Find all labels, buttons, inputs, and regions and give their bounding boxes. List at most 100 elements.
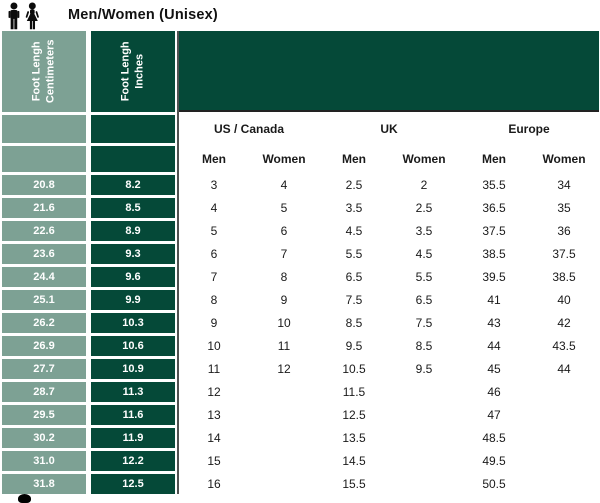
size-value-eu-women: 35 [557, 201, 571, 215]
size-conversion-table: Foot Lengh Centimeters Foot Lengh Inches… [2, 31, 599, 497]
table-row: 28.7 11.3 12 11.5 46 [2, 382, 598, 402]
table-row: 26.2 10.3 9 10 8.5 7.5 43 42 [2, 313, 598, 333]
size-value-eu-women [529, 428, 599, 448]
gender-header-uk-men: Men [342, 152, 366, 166]
size-value-eu-men: 45 [487, 362, 501, 376]
size-value-eu-women: 37.5 [552, 247, 576, 261]
gender-header-us-men: Men [202, 152, 226, 166]
cm-value-cell: 27.7 [2, 359, 86, 379]
size-value-eu-men: 38.5 [482, 247, 506, 261]
size-value-eu-women: 43.5 [552, 339, 576, 353]
size-value-uk-women: 4.5 [415, 247, 433, 261]
cm-value-cell: 26.9 [2, 336, 86, 356]
size-value-us-women: 12 [277, 362, 291, 376]
size-value-uk-men: 9.5 [345, 339, 363, 353]
cm-value-cell: 23.6 [2, 244, 86, 264]
inches-value-cell: 9.3 [91, 244, 175, 264]
inches-value-cell: 12.2 [91, 451, 175, 471]
sizes-cells: 15 14.5 49.5 [179, 451, 599, 471]
table-row: 26.9 10.6 10 11 9.5 8.5 44 43.5 [2, 336, 598, 356]
size-value-eu-men: 48.5 [482, 431, 506, 445]
next-section-icon-partial [18, 494, 31, 503]
gender-headers: Men Women Men Women Men Women [179, 146, 599, 172]
cm-value-cell: 22.6 [2, 221, 86, 241]
table-row: 24.4 9.6 7 8 6.5 5.5 39.5 38.5 [2, 267, 598, 287]
col-header-foot-length-inches: Foot Lengh Inches [91, 31, 175, 112]
size-value-uk-women: 7.5 [415, 316, 433, 330]
gender-header-us-women: Women [262, 152, 306, 166]
sizes-cells: 10 11 9.5 8.5 44 43.5 [179, 336, 599, 356]
size-value-us-men: 9 [210, 316, 218, 330]
size-value-eu-women [529, 451, 599, 471]
foot-length-inches-label: Foot Lengh Inches [119, 41, 146, 102]
sizes-cells: 12 11.5 46 [179, 382, 599, 402]
inches-value-cell: 9.6 [91, 267, 175, 287]
size-value-us-women: 7 [280, 247, 288, 261]
size-value-us-men: 12 [207, 385, 221, 399]
foot-length-cm-label: Foot Lengh Centimeters [30, 39, 57, 104]
size-value-uk-men: 13.5 [342, 431, 366, 445]
inches-header-spacer [91, 146, 175, 172]
gender-header-eu-men: Men [482, 152, 506, 166]
size-value-eu-men: 47 [487, 408, 501, 422]
size-value-us-women [249, 405, 319, 425]
size-value-eu-men: 50.5 [482, 477, 506, 491]
table-row: 25.1 9.9 8 9 7.5 6.5 41 40 [2, 290, 598, 310]
size-value-us-men: 8 [210, 293, 218, 307]
sizes-cells: 14 13.5 48.5 [179, 428, 599, 448]
size-value-uk-men: 8.5 [345, 316, 363, 330]
page-title: Men/Women (Unisex) [68, 7, 218, 23]
size-value-uk-men: 4.5 [345, 224, 363, 238]
inches-value-cell: 12.5 [91, 474, 175, 494]
size-value-eu-women [529, 405, 599, 425]
sizes-cells: 13 12.5 47 [179, 405, 599, 425]
gender-header-eu-women: Women [542, 152, 586, 166]
size-value-eu-men: 49.5 [482, 454, 506, 468]
size-value-us-men: 15 [207, 454, 221, 468]
size-value-us-men: 13 [207, 408, 221, 422]
cm-value-cell: 24.4 [2, 267, 86, 287]
inches-value-cell: 10.6 [91, 336, 175, 356]
size-value-uk-men: 14.5 [342, 454, 366, 468]
size-value-us-men: 11 [207, 362, 221, 376]
size-value-uk-women: 2.5 [415, 201, 433, 215]
size-value-us-men: 7 [210, 270, 218, 284]
size-value-uk-women: 6.5 [415, 293, 433, 307]
region-header-us-canada: US / Canada [213, 122, 285, 136]
cm-header-spacer [2, 146, 86, 172]
size-value-uk-women [389, 428, 459, 448]
gender-header-uk-women: Women [402, 152, 446, 166]
size-value-uk-women [389, 382, 459, 402]
size-value-us-women: 8 [280, 270, 288, 284]
size-value-us-women: 5 [280, 201, 288, 215]
inches-value-cell: 11.3 [91, 382, 175, 402]
size-value-us-men: 6 [210, 247, 218, 261]
inches-value-cell: 11.9 [91, 428, 175, 448]
cm-header-spacer [2, 115, 86, 143]
size-value-uk-women: 8.5 [415, 339, 433, 353]
man-woman-icon [8, 2, 39, 30]
size-value-uk-women: 3.5 [415, 224, 433, 238]
sizes-cells: 7 8 6.5 5.5 39.5 38.5 [179, 267, 599, 287]
sizes-cells: 11 12 10.5 9.5 45 44 [179, 359, 599, 379]
sizes-cells: 16 15.5 50.5 [179, 474, 599, 494]
table-row: 21.6 8.5 4 5 3.5 2.5 36.5 35 [2, 198, 598, 218]
table-body: 20.8 8.2 3 4 2.5 2 35.5 34 21.6 8.5 4 5 … [2, 175, 598, 494]
size-value-uk-men: 7.5 [345, 293, 363, 307]
table-row: 23.6 9.3 6 7 5.5 4.5 38.5 37.5 [2, 244, 598, 264]
inches-value-cell: 10.3 [91, 313, 175, 333]
size-value-us-women [249, 428, 319, 448]
inches-value-cell: 9.9 [91, 290, 175, 310]
table-row: 20.8 8.2 3 4 2.5 2 35.5 34 [2, 175, 598, 195]
size-value-uk-women: 2 [420, 178, 428, 192]
size-value-eu-women [529, 382, 599, 402]
gender-header-row: Men Women Men Women Men Women [2, 146, 598, 172]
cm-value-cell: 28.7 [2, 382, 86, 402]
size-value-uk-men: 6.5 [345, 270, 363, 284]
size-value-uk-men: 11.5 [342, 385, 366, 399]
size-value-us-women: 11 [277, 339, 291, 353]
size-value-uk-men: 3.5 [345, 201, 363, 215]
size-value-uk-men: 10.5 [342, 362, 366, 376]
size-value-uk-men: 12.5 [342, 408, 366, 422]
inches-value-cell: 11.6 [91, 405, 175, 425]
